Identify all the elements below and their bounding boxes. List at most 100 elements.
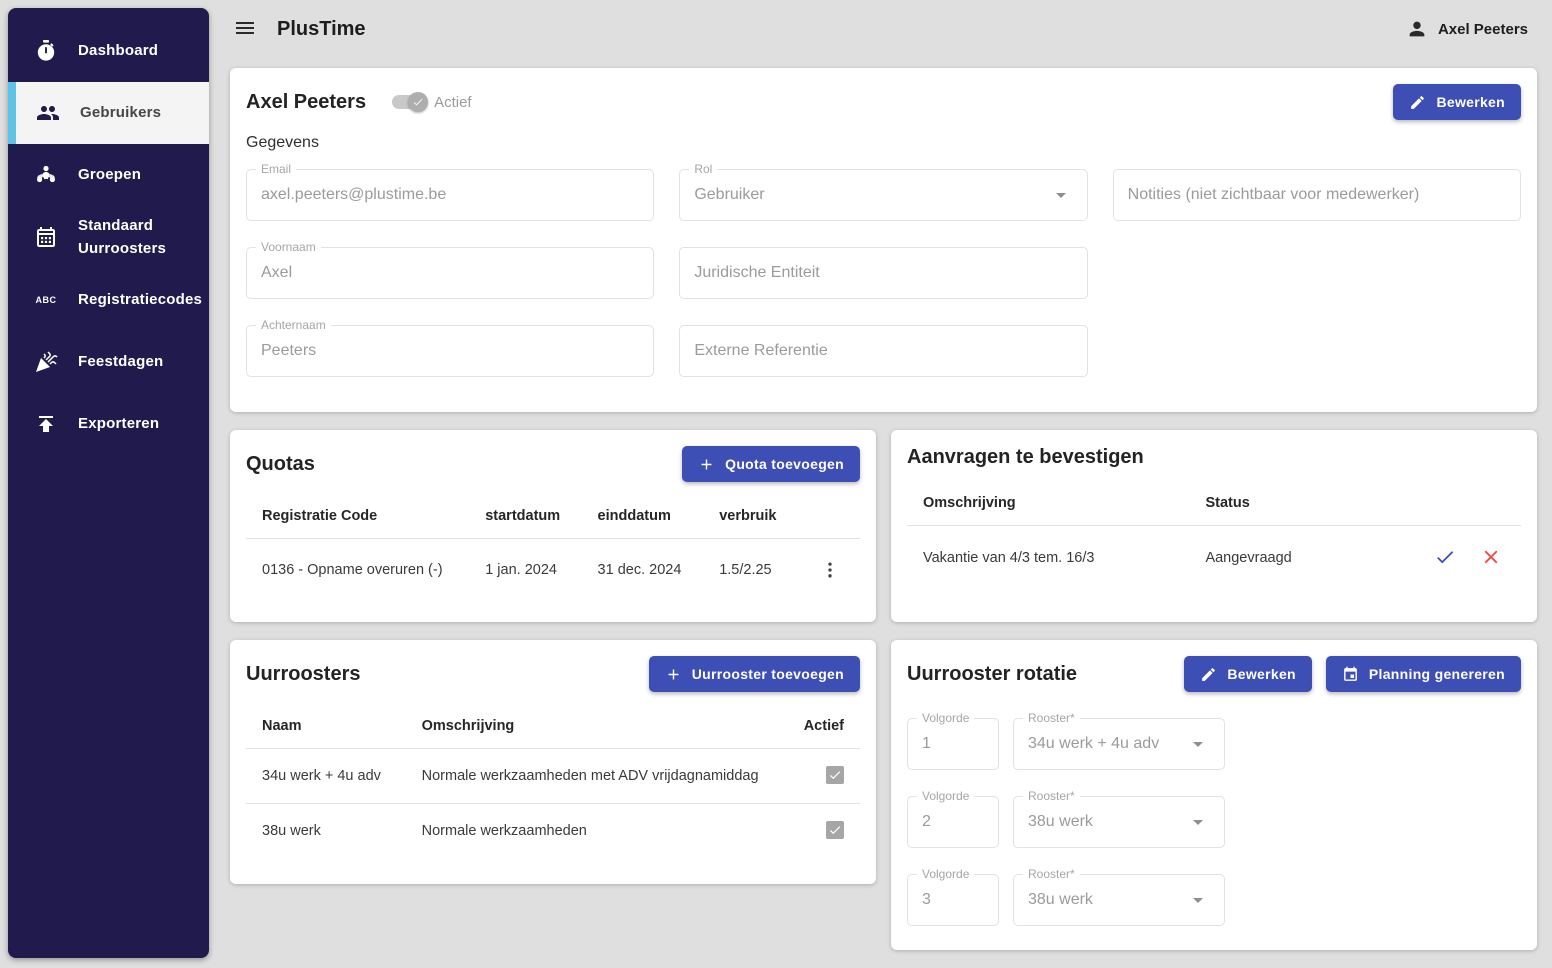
approve-check-icon[interactable] xyxy=(1431,543,1459,571)
aanvraag-row: Vakantie van 4/3 tem. 16/3 Aangevraagd xyxy=(907,526,1521,590)
email-value: axel.peeters@plustime.be xyxy=(261,186,447,203)
rotatie-row: Volgorde 2 Rooster* 38u werk xyxy=(907,790,1521,848)
rooster-select[interactable]: Rooster* 38u werk xyxy=(1013,868,1225,926)
actief-checkbox[interactable] xyxy=(826,766,844,784)
topbar-user-menu[interactable]: Axel Peeters xyxy=(1400,14,1534,44)
aanvragen-card: Aanvragen te bevestigen Omschrijving Sta… xyxy=(891,430,1537,622)
aanvragen-title: Aanvragen te bevestigen xyxy=(907,446,1144,468)
chevron-down-icon xyxy=(1055,193,1066,198)
people-icon xyxy=(36,101,60,125)
quotas-title: Quotas xyxy=(246,452,315,475)
profile-card: Axel Peeters Actief Bewerken Gegevens Em… xyxy=(230,68,1537,412)
app-title: PlusTime xyxy=(277,17,366,40)
uurrooster-omschrijving: Normale werkzaamheden met ADV vrijdagnam… xyxy=(421,768,759,784)
juridische-entiteit-field[interactable]: Juridische Entiteit xyxy=(679,247,1088,299)
profile-title: Axel Peeters xyxy=(246,90,367,113)
abc-icon: ABC xyxy=(35,294,57,305)
actief-toggle[interactable] xyxy=(392,92,429,112)
sidebar-item-label: Standaard Uurroosters xyxy=(78,217,167,258)
uurrooster-naam: 34u werk + 4u adv xyxy=(262,768,381,784)
quota-verbruik: 1.5/2.25 xyxy=(719,562,772,578)
rooster-select[interactable]: Rooster* 34u werk + 4u adv xyxy=(1013,712,1225,770)
sidebar-item-groepen[interactable]: Groepen xyxy=(8,144,209,206)
check-icon xyxy=(829,771,841,780)
chevron-down-icon xyxy=(1193,820,1203,825)
quota-row: 0136 - Opname overuren (-) 1 jan. 2024 3… xyxy=(246,539,860,602)
rotatie-edit-button[interactable]: Bewerken xyxy=(1184,656,1312,692)
gegevens-section-title: Gegevens xyxy=(246,134,319,151)
voornaam-value: Axel xyxy=(261,264,293,281)
externe-referentie-field[interactable]: Externe Referentie xyxy=(679,325,1088,377)
sidebar-item-registratiecodes[interactable]: ABC Registratiecodes xyxy=(8,269,209,331)
sidebar-item-exporteren[interactable]: Exporteren xyxy=(8,393,209,455)
col-omschrijving: Omschrijving xyxy=(405,702,786,749)
notities-field[interactable]: Notities (niet zichtbaar voor medewerker… xyxy=(1112,169,1521,221)
uurrooster-row: 38u werk Normale werkzaamheden xyxy=(246,803,860,858)
uurroosters-card: Uurroosters Uurrooster toevoegen Naam Om… xyxy=(230,640,876,884)
sidebar-item-label: Gebruikers xyxy=(80,104,162,122)
col-startdatum: startdatum xyxy=(469,492,582,539)
col-actief: Actief xyxy=(785,702,860,749)
rotatie-title: Uurrooster rotatie xyxy=(907,662,1078,685)
juridische-entiteit-placeholder: Juridische Entiteit xyxy=(694,264,820,281)
sidebar-item-gebruikers[interactable]: Gebruikers xyxy=(8,82,209,144)
actief-toggle-label: Actief xyxy=(434,93,472,111)
rotatie-row: Volgorde 1 Rooster* 34u werk + 4u adv xyxy=(907,712,1521,770)
sidebar-item-feestdagen[interactable]: Feestdagen xyxy=(8,331,209,393)
generate-planning-button[interactable]: Planning genereren xyxy=(1325,656,1521,692)
sidebar-item-label: Dashboard xyxy=(78,42,159,60)
sidebar-item-dashboard[interactable]: Dashboard xyxy=(8,20,209,82)
check-icon xyxy=(829,826,841,835)
volgorde-field[interactable]: Volgorde 3 xyxy=(907,868,999,926)
quota-kebab-menu-icon[interactable] xyxy=(816,556,844,584)
profile-fields: Email axel.peeters@plustime.be Rol Gebru… xyxy=(246,163,1521,377)
quotas-card: Quotas Quota toevoegen Registratie Code … xyxy=(230,430,876,622)
groups-icon xyxy=(34,163,58,187)
aanvraag-omschrijving: Vakantie van 4/3 tem. 16/3 xyxy=(923,549,1095,566)
plus-icon xyxy=(668,669,679,679)
col-omschrijving: Omschrijving xyxy=(907,479,1190,526)
uurroosters-title: Uurroosters xyxy=(246,662,361,685)
sidebar-item-label: Groepen xyxy=(78,166,142,184)
sidebar-item-standaard-uurroosters[interactable]: Standaard Uurroosters xyxy=(8,206,209,269)
col-status: Status xyxy=(1189,479,1374,526)
actief-checkbox[interactable] xyxy=(826,821,844,839)
topbar-user-name: Axel Peeters xyxy=(1437,20,1528,38)
timer-icon xyxy=(34,39,58,63)
add-uurrooster-button[interactable]: Uurrooster toevoegen xyxy=(648,656,860,692)
rol-select[interactable]: Rol Gebruiker xyxy=(679,163,1088,221)
col-registratie-code: Registratie Code xyxy=(246,492,470,539)
reject-close-icon[interactable] xyxy=(1477,543,1505,571)
notities-placeholder: Notities (niet zichtbaar voor medewerker… xyxy=(1127,186,1420,203)
rotatie-row: Volgorde 3 Rooster* 38u werk xyxy=(907,868,1521,926)
voornaam-field[interactable]: Voornaam Axel xyxy=(246,241,655,299)
quotas-table: Registratie Code startdatum einddatum ve… xyxy=(246,492,860,601)
sidebar-item-label: Registratiecodes xyxy=(78,290,203,308)
calendar-icon xyxy=(1344,666,1357,681)
aanvraag-status: Aangevraagd xyxy=(1205,549,1292,566)
achternaam-value: Peeters xyxy=(261,342,317,359)
volgorde-field[interactable]: Volgorde 2 xyxy=(907,790,999,848)
quota-code: 0136 - Opname overuren (-) xyxy=(262,562,443,578)
profile-edit-button[interactable]: Bewerken xyxy=(1393,84,1521,120)
person-icon xyxy=(1409,21,1425,37)
uurrooster-omschrijving: Normale werkzaamheden xyxy=(405,803,786,858)
email-field[interactable]: Email axel.peeters@plustime.be xyxy=(246,163,655,221)
upload-icon xyxy=(34,412,58,436)
volgorde-value: 3 xyxy=(922,891,931,908)
add-quota-button[interactable]: Quota toevoegen xyxy=(682,446,860,482)
quota-start: 1 jan. 2024 xyxy=(485,562,557,578)
volgorde-value: 1 xyxy=(922,735,931,752)
col-verbruik: verbruik xyxy=(703,492,797,539)
volgorde-field[interactable]: Volgorde 1 xyxy=(907,712,999,770)
uurrooster-naam: 38u werk xyxy=(246,803,406,858)
chevron-down-icon xyxy=(1193,898,1203,903)
pencil-icon xyxy=(1411,95,1425,109)
sidebar-item-label: Exporteren xyxy=(78,414,160,432)
col-naam: Naam xyxy=(246,702,406,749)
uurrooster-row: 34u werk + 4u adv Normale werkzaamheden … xyxy=(246,749,860,804)
pencil-icon xyxy=(1202,667,1216,681)
rooster-select[interactable]: Rooster* 38u werk xyxy=(1013,790,1225,848)
hamburger-menu-icon[interactable] xyxy=(231,15,259,43)
achternaam-field[interactable]: Achternaam Peeters xyxy=(246,319,655,377)
